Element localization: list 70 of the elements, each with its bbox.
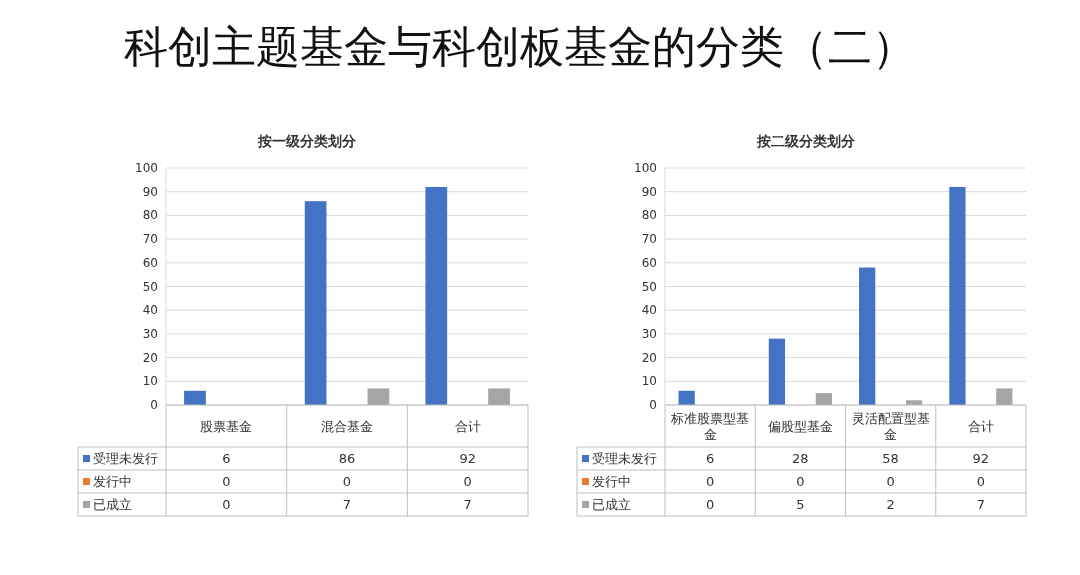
bar — [367, 388, 390, 405]
data-label: 0 — [222, 497, 231, 512]
data-label: 0 — [886, 474, 895, 489]
data-label: 7 — [342, 497, 352, 512]
y-tick-label: 90 — [142, 184, 158, 199]
y-tick-label: 80 — [641, 208, 657, 223]
legend-label: 发行中 — [93, 474, 132, 489]
bar — [488, 388, 510, 405]
bar — [768, 338, 786, 405]
legend-label: 受理未发行 — [93, 451, 158, 466]
data-label: 0 — [796, 474, 805, 489]
data-label: 5 — [796, 497, 805, 512]
data-label: 0 — [705, 497, 715, 512]
y-tick-label: 0 — [150, 398, 158, 412]
y-tick-label: 40 — [142, 303, 158, 318]
bar — [815, 393, 832, 405]
y-tick-label: 0 — [649, 398, 657, 412]
y-tick-label: 60 — [641, 255, 657, 270]
x-tick-label: 标准股票型基金 — [670, 410, 750, 442]
data-label: 7 — [463, 497, 472, 512]
bar — [949, 186, 966, 405]
bar — [996, 388, 1013, 405]
y-tick-label: 10 — [142, 374, 158, 389]
y-tick-label: 80 — [142, 208, 158, 223]
bar — [184, 390, 206, 405]
data-label: 6 — [222, 451, 231, 466]
data-label: 86 — [338, 451, 356, 466]
x-tick-label: 偏股型基金 — [767, 418, 833, 434]
legend-label: 发行中 — [592, 474, 631, 489]
data-label: 6 — [705, 451, 715, 466]
x-tick-label: 灵活配置型基金 — [851, 410, 930, 442]
y-tick-label: 30 — [641, 326, 657, 341]
bar — [304, 201, 327, 405]
data-label: 0 — [463, 474, 472, 489]
y-tick-label: 50 — [142, 279, 158, 294]
y-tick-label: 20 — [142, 350, 158, 365]
x-tick-label: 股票基金 — [200, 418, 253, 434]
y-tick-label: 90 — [641, 184, 657, 199]
legend-label: 已成立 — [93, 497, 132, 512]
y-tick-label: 40 — [641, 303, 657, 318]
chart-subtitle: 按一级分类划分 — [257, 133, 357, 149]
data-label: 0 — [976, 474, 986, 489]
bar — [678, 390, 695, 405]
y-tick-label: 30 — [142, 326, 158, 341]
legend-label: 受理未发行 — [592, 451, 657, 466]
data-label: 28 — [792, 451, 809, 466]
x-tick-label: 合计 — [454, 418, 481, 434]
data-label: 0 — [222, 474, 231, 489]
y-tick-label: 20 — [641, 350, 657, 365]
chart-title: 科创主题基金与科创板基金的分类（二） — [124, 21, 916, 72]
y-tick-label: 10 — [641, 374, 657, 389]
data-label: 7 — [976, 497, 986, 512]
bar — [425, 186, 448, 405]
data-label: 58 — [882, 451, 899, 466]
data-label: 0 — [342, 474, 352, 489]
y-tick-label: 100 — [634, 161, 657, 175]
y-tick-label: 100 — [135, 161, 158, 175]
data-label: 92 — [459, 451, 476, 466]
legend-label: 已成立 — [592, 497, 631, 512]
data-label: 92 — [972, 451, 990, 466]
y-tick-label: 70 — [142, 232, 158, 247]
data-label: 2 — [886, 497, 895, 512]
chart-subtitle: 按二级分类划分 — [755, 133, 856, 149]
x-tick-label: 混合基金 — [321, 418, 373, 434]
data-label: 0 — [705, 474, 715, 489]
y-tick-label: 50 — [641, 279, 657, 294]
y-tick-label: 70 — [641, 232, 657, 247]
bar — [859, 267, 876, 405]
y-tick-label: 60 — [142, 255, 158, 270]
x-tick-label: 合计 — [967, 418, 994, 434]
